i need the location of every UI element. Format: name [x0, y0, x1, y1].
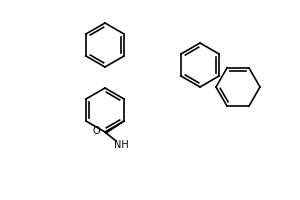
Text: NH: NH: [114, 140, 128, 150]
Text: O: O: [92, 126, 100, 136]
